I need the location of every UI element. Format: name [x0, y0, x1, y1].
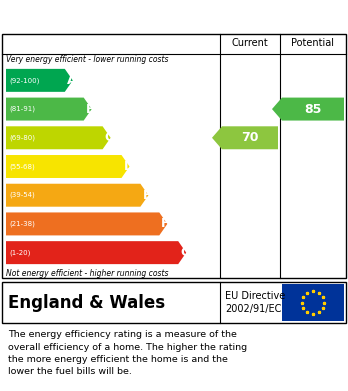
Polygon shape: [6, 98, 92, 120]
Text: 85: 85: [304, 102, 322, 116]
Polygon shape: [6, 212, 167, 235]
Text: D: D: [124, 160, 134, 173]
Polygon shape: [272, 98, 344, 120]
Polygon shape: [6, 126, 111, 149]
Text: Not energy efficient - higher running costs: Not energy efficient - higher running co…: [6, 269, 168, 278]
Text: G: G: [180, 246, 190, 259]
Text: B: B: [86, 102, 95, 116]
Text: (39-54): (39-54): [9, 192, 35, 199]
Text: The energy efficiency rating is a measure of the
overall efficiency of a home. T: The energy efficiency rating is a measur…: [8, 330, 247, 377]
Polygon shape: [212, 126, 278, 149]
Text: F: F: [161, 217, 170, 230]
Text: Very energy efficient - lower running costs: Very energy efficient - lower running co…: [6, 56, 168, 65]
Polygon shape: [6, 155, 129, 178]
Text: (1-20): (1-20): [9, 249, 30, 256]
Polygon shape: [6, 184, 148, 207]
Text: England & Wales: England & Wales: [8, 294, 165, 312]
Text: EU Directive
2002/91/EC: EU Directive 2002/91/EC: [225, 291, 285, 314]
Text: E: E: [142, 189, 151, 202]
Text: (81-91): (81-91): [9, 106, 35, 112]
Text: Current: Current: [232, 38, 268, 48]
Polygon shape: [6, 69, 73, 92]
Text: Potential: Potential: [292, 38, 334, 48]
Text: (69-80): (69-80): [9, 135, 35, 141]
Polygon shape: [6, 241, 186, 264]
Text: (55-68): (55-68): [9, 163, 35, 170]
Text: (92-100): (92-100): [9, 77, 39, 84]
Text: Energy Efficiency Rating: Energy Efficiency Rating: [10, 9, 221, 23]
Text: (21-38): (21-38): [9, 221, 35, 227]
Bar: [282, 284, 344, 321]
Text: C: C: [105, 131, 114, 144]
Text: A: A: [67, 74, 77, 87]
Text: 70: 70: [241, 131, 259, 144]
